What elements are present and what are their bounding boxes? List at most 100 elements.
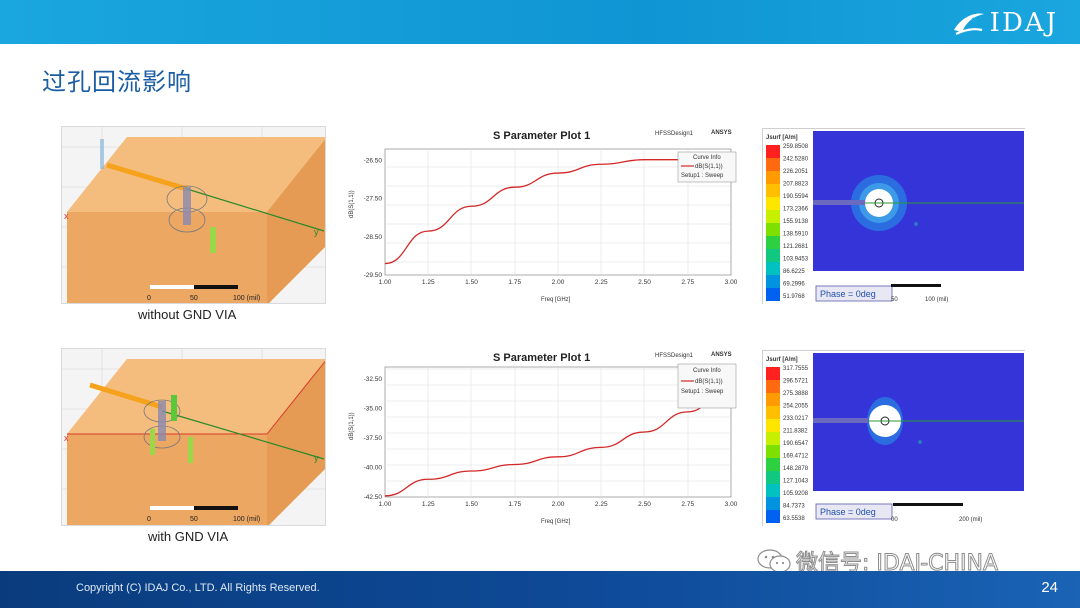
scale-label-0: 0 (147, 516, 151, 523)
phase-label: Phase = 0deg (820, 289, 876, 299)
x-tick-label: 1.50 (465, 501, 478, 508)
x-tick-label: 2.00 (552, 279, 565, 286)
model-view-without-via: x y 0 50 100 (mil) (61, 126, 326, 304)
copyright-text: Copyright (C) IDAJ Co., LTD. All Rights … (76, 582, 320, 594)
y-tick-label: -42.50 (364, 494, 383, 501)
field-legend-value: 86.6225 (783, 269, 805, 275)
legend-series: dB(S(1,1)) (695, 379, 723, 385)
s-parameter-plot-svg-1: S Parameter Plot 1 HFSSDesign1 ANSYS -26… (345, 126, 741, 304)
field-legend-value: 121.2681 (783, 244, 809, 250)
y-tick-label: -29.50 (364, 272, 383, 279)
field-legend-value: 259.8508 (783, 144, 809, 150)
x-tick-label: 2.75 (681, 279, 694, 286)
field-legend-value: 275.3888 (783, 391, 809, 397)
y-tick-label: -37.50 (364, 435, 383, 442)
x-tick-label: 1.25 (422, 279, 435, 286)
y-tick-label: -26.50 (364, 157, 383, 164)
logo-swoosh-icon (953, 13, 984, 35)
y-tick-label: -32.50 (364, 376, 383, 383)
x-tick-label: 1.75 (508, 279, 521, 286)
field-legend-values: 317.7555 296.5721 275.3888 254.2055 233.0217… (783, 366, 809, 522)
scale-label-0: 0 (147, 295, 151, 302)
field-legend-value: 242.5280 (783, 157, 809, 163)
field-legend-value: 127.1043 (783, 479, 809, 485)
field-legend-value: 211.8382 (783, 429, 808, 435)
field-legend-value: 226.2051 (783, 169, 809, 175)
field-scale-100: 100 (mil) (925, 297, 948, 303)
model-view-with-via: x y 0 50 100 (mil) (61, 348, 326, 526)
design-name: HFSSDesign1 (655, 353, 694, 359)
y-tick-label: -28.50 (364, 234, 383, 241)
plot-title: S Parameter Plot 1 (493, 130, 590, 142)
field-legend-value: 103.9453 (783, 257, 809, 263)
svg-text:x: x (64, 211, 69, 221)
s-parameter-plot-svg-2: S Parameter Plot 1 HFSSDesign1 ANSYS -32… (345, 348, 741, 526)
y-tick-label: -40.00 (364, 464, 383, 471)
ansys-brand: ANSYS (711, 352, 732, 358)
current-density-view-with-via: Jsurf [A/m] 317.7555 296.5721 275.3888 254.… (762, 350, 1026, 527)
x-tick-label: 1.50 (465, 279, 478, 286)
field-legend-value: 169.4712 (783, 454, 809, 460)
y-tick-label: -27.50 (364, 196, 383, 203)
y-axis-label: dB(S(1,1)) (349, 190, 355, 218)
design-name: HFSSDesign1 (655, 131, 694, 137)
plot-grid-2 (385, 367, 731, 497)
s11-series-line (384, 159, 732, 265)
scale-label-50: 50 (190, 516, 198, 523)
plot-grid-1 (385, 149, 731, 275)
field-legend-value: 173.2366 (783, 207, 809, 213)
ansys-brand: ANSYS (711, 130, 732, 136)
field-color-legend (766, 145, 780, 301)
field-legend-title: Jsurf [A/m] (766, 135, 798, 141)
field-legend-value: 84.7373 (783, 504, 805, 510)
phase-label: Phase = 0deg (820, 507, 876, 517)
field-legend-value: 51.9768 (783, 294, 805, 300)
svg-text:x: x (64, 433, 69, 443)
field-legend-values: 259.8508 242.5280 226.2051 207.8823 190.5594… (783, 144, 809, 300)
current-density-view-without-via: Jsurf [A/m] 259.8508 242.5280 226.2051 207.… (762, 128, 1026, 305)
s11-curve (384, 384, 732, 497)
x-axis-ticks: 1.00 1.25 1.50 1.75 2.00 2.25 2.50 2.75 3.00 (379, 279, 738, 286)
field-scale-100: 00 (891, 517, 898, 523)
field-legend-value: 207.8823 (783, 182, 809, 188)
brand-name: IDAJ (989, 8, 1058, 38)
field-legend-value: 105.9208 (783, 491, 809, 497)
field-legend-value: 138.5910 (783, 232, 809, 238)
x-tick-label: 2.00 (552, 501, 565, 508)
legend-setup: Setup1 : Sweep (681, 389, 724, 395)
x-axis-ticks: 1.00 1.25 1.50 1.75 2.00 2.25 2.50 2.75 3.00 (379, 501, 738, 508)
x-tick-label: 1.00 (379, 279, 392, 286)
field-legend-value: 254.2055 (783, 404, 809, 410)
scale-label-100: 100 (mil) (233, 516, 261, 523)
x-tick-label: 3.00 (725, 501, 738, 508)
curve-info-legend: Curve Info dB(S(1,1)) Setup1 : Sweep (677, 151, 737, 183)
caption-with-via: with GND VIA (148, 529, 229, 544)
field-scale-50: 50 (891, 297, 898, 303)
s-parameter-plot-2: S Parameter Plot 1 HFSSDesign1 ANSYS -32… (345, 348, 741, 526)
x-tick-label: 2.50 (638, 501, 651, 508)
field-legend-value: 233.0217 (783, 416, 809, 422)
s11-series-line (384, 384, 732, 497)
legend-title: Curve Info (693, 155, 721, 161)
field-scale-200: 200 (mil) (959, 517, 982, 523)
y-axis-ticks: -26.50 -27.50 -28.50 -29.50 (364, 157, 383, 279)
legend-setup: Setup1 : Sweep (681, 173, 724, 179)
legend-series: dB(S(1,1)) (695, 164, 723, 170)
field-legend-value: 69.2996 (783, 282, 805, 288)
plot-title: S Parameter Plot 1 (493, 352, 590, 364)
x-tick-label: 2.50 (638, 279, 651, 286)
y-tick-label: -35.00 (364, 405, 383, 412)
field-legend-value: 148.2878 (783, 466, 809, 472)
company-logo: IDAJ (950, 6, 1058, 40)
svg-text:y: y (314, 227, 319, 237)
x-tick-label: 1.75 (508, 501, 521, 508)
field-color-legend (766, 367, 780, 523)
y-axis-label: dB(S(1,1)) (349, 412, 355, 440)
field-legend-value: 155.9138 (783, 219, 809, 225)
scale-label-100: 100 (mil) (233, 295, 261, 302)
x-tick-label: 3.00 (725, 279, 738, 286)
legend-title: Curve Info (693, 368, 721, 374)
x-tick-label: 2.25 (595, 501, 608, 508)
header-bar: IDAJ (0, 0, 1080, 44)
x-axis-label: Freq [GHz] (541, 519, 571, 525)
